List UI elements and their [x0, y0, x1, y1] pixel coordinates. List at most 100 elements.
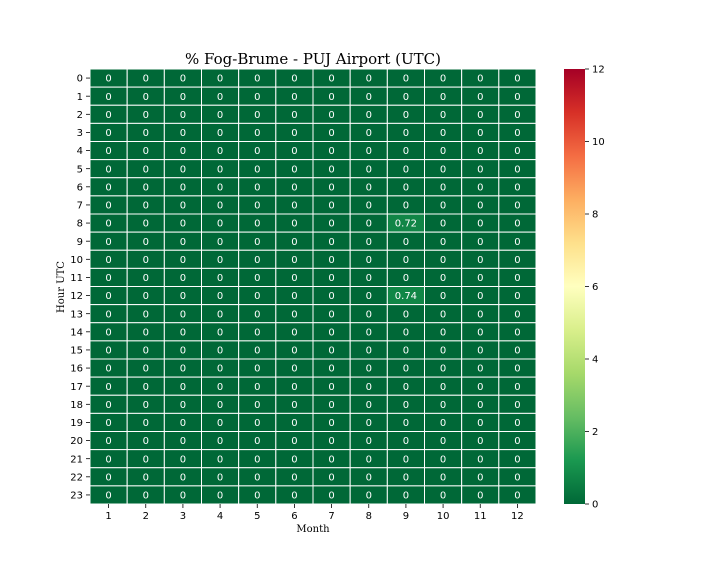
- cell-value-label: 0: [105, 110, 111, 121]
- cell-value-label: 0: [366, 382, 372, 393]
- cell-value-label: 0: [403, 454, 409, 465]
- cell-value-label: 0: [440, 255, 446, 266]
- cell-value-label: 0: [291, 237, 297, 248]
- cell-value-label: 0: [217, 472, 223, 483]
- cell-value-label: 0: [254, 418, 260, 429]
- cell-value-label: 0: [477, 400, 483, 411]
- cell-value-label: 0: [254, 346, 260, 357]
- cell-value-label: 0: [403, 491, 409, 502]
- cell-value-label: 0: [440, 164, 446, 175]
- cell-value-label: 0: [180, 273, 186, 284]
- cell-value-label: 0: [254, 182, 260, 193]
- cell-value-label: 0: [514, 74, 520, 85]
- y-tick-label: 14: [70, 327, 83, 338]
- cell-value-label: 0: [291, 74, 297, 85]
- y-tick-label: 22: [70, 472, 83, 483]
- cell-value-label: 0: [366, 164, 372, 175]
- cell-value-label: 0: [180, 400, 186, 411]
- cell-value-label: 0: [514, 364, 520, 375]
- cell-value-label: 0: [254, 146, 260, 157]
- cell-value-label: 0: [440, 418, 446, 429]
- cell-value-label: 0: [440, 74, 446, 85]
- cell-value-label: 0: [291, 146, 297, 157]
- x-tick-label: 7: [328, 511, 334, 522]
- cell-value-label: 0: [217, 219, 223, 230]
- cell-value-label: 0: [514, 201, 520, 212]
- cell-value-label: 0: [254, 128, 260, 139]
- cell-value-label: 0: [328, 273, 334, 284]
- cell-value-label: 0: [403, 327, 409, 338]
- cell-value-label: 0: [477, 110, 483, 121]
- cell-value-label: 0: [217, 491, 223, 502]
- cell-value-label: 0: [291, 273, 297, 284]
- y-tick-label: 11: [70, 273, 83, 284]
- cell-value-label: 0: [180, 454, 186, 465]
- cell-value-label: 0: [291, 472, 297, 483]
- cell-value-label: 0: [514, 255, 520, 266]
- cell-value-label: 0: [180, 201, 186, 212]
- cell-value-label: 0: [143, 146, 149, 157]
- cell-value-label: 0: [180, 346, 186, 357]
- cell-value-label: 0: [477, 182, 483, 193]
- cell-value-label: 0: [440, 472, 446, 483]
- cell-value-label: 0: [217, 364, 223, 375]
- cell-value-label: 0: [254, 273, 260, 284]
- cell-value-label: 0: [514, 164, 520, 175]
- cell-value-label: 0: [514, 128, 520, 139]
- cell-value-label: 0: [291, 400, 297, 411]
- y-tick-label: 21: [70, 454, 83, 465]
- cell-value-label: 0: [328, 201, 334, 212]
- cell-value-label: 0: [180, 182, 186, 193]
- cell-value-label: 0: [217, 436, 223, 447]
- cell-value-label: 0: [143, 454, 149, 465]
- cell-value-label: 0: [366, 146, 372, 157]
- cell-value-label: 0: [217, 164, 223, 175]
- cell-value-label: 0: [217, 327, 223, 338]
- cell-value-label: 0: [291, 346, 297, 357]
- cell-value-label: 0: [477, 327, 483, 338]
- x-axis-label: Month: [296, 524, 330, 535]
- cell-value-label: 0: [254, 219, 260, 230]
- cell-value-label: 0: [514, 309, 520, 320]
- y-tick-label: 9: [77, 237, 83, 248]
- cell-value-label: 0: [477, 454, 483, 465]
- cell-value-label: 0: [143, 92, 149, 103]
- cell-value-label: 0: [403, 418, 409, 429]
- cell-value-label: 0: [440, 291, 446, 302]
- x-tick-label: 6: [291, 511, 297, 522]
- cell-value-label: 0: [143, 201, 149, 212]
- cell-value-label: 0: [328, 146, 334, 157]
- cell-value-label: 0: [440, 346, 446, 357]
- cell-value-label: 0: [254, 364, 260, 375]
- cell-value-label: 0: [143, 255, 149, 266]
- y-tick-label: 13: [70, 309, 83, 320]
- cell-value-label: 0: [180, 255, 186, 266]
- colorbar-ticks: 0 2 4 6 8 10 12: [585, 65, 605, 511]
- colorbar-tick-label: 0: [592, 500, 598, 511]
- cell-value-label: 0: [254, 201, 260, 212]
- cell-value-label: 0: [366, 291, 372, 302]
- cell-value-label: 0: [366, 436, 372, 447]
- cell-value-label: 0: [291, 364, 297, 375]
- cell-value-label: 0: [366, 327, 372, 338]
- cell-value-label: 0: [180, 146, 186, 157]
- cell-value-label: 0: [514, 182, 520, 193]
- cell-value-label: 0: [105, 273, 111, 284]
- cell-value-label: 0: [440, 327, 446, 338]
- x-tick-label: 3: [180, 511, 186, 522]
- cell-value-label: 0: [477, 382, 483, 393]
- cell-value-label: 0: [440, 182, 446, 193]
- cell-value-label: 0: [143, 237, 149, 248]
- cell-value-label: 0: [105, 491, 111, 502]
- cell-value-label: 0: [291, 255, 297, 266]
- cell-value-label: 0: [217, 382, 223, 393]
- cell-value-label: 0: [366, 182, 372, 193]
- cell-value-label: 0: [217, 110, 223, 121]
- cell-value-label: 0: [328, 128, 334, 139]
- cell-value-label: 0: [514, 346, 520, 357]
- cell-value-label: 0: [105, 146, 111, 157]
- cell-value-label: 0: [366, 128, 372, 139]
- cell-value-label: 0: [105, 436, 111, 447]
- cell-value-label: 0: [514, 436, 520, 447]
